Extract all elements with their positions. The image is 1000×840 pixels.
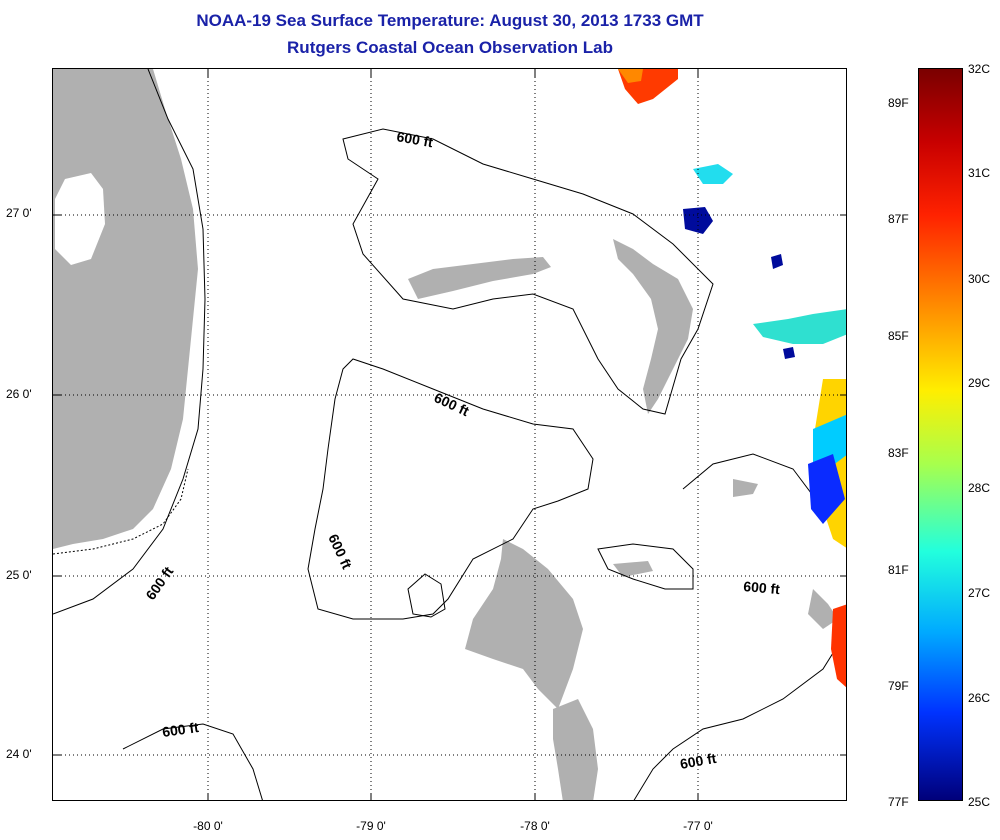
colorbar-label-32c: 32C — [968, 62, 991, 76]
contour-label-4: 600 ft — [142, 563, 176, 602]
lon-label-78: -78 0' — [520, 819, 550, 833]
florida-land — [53, 69, 198, 549]
grand-bahama-land — [408, 257, 551, 299]
colorbar-label-28c: 28C — [968, 481, 991, 495]
map-subtitle: Rutgers Coastal Ocean Observation Lab — [287, 38, 613, 57]
frame-ticks — [53, 69, 846, 800]
colorbar-label-25c: 25C — [968, 795, 991, 809]
colorbar-label-87f: 87F — [888, 212, 909, 226]
lon-label-79: -79 0' — [356, 819, 386, 833]
andros-land — [465, 539, 583, 709]
florida-keys — [53, 468, 189, 555]
colorbar-label-89f: 89F — [888, 96, 909, 110]
colorbar-label-29c: 29C — [968, 376, 991, 390]
sst-patch-blue-1 — [683, 207, 713, 234]
exuma-sound-contour — [597, 543, 694, 590]
map-canvas: 600 ft 600 ft 600 ft 600 ft 600 ft 600 f… — [53, 69, 846, 800]
sst-patch-blue-3 — [783, 347, 795, 359]
southern-islands-land — [553, 699, 598, 800]
little-bahama-contour — [342, 128, 714, 415]
contour-label-2: 600 ft — [432, 389, 472, 419]
sst-map[interactable]: 600 ft 600 ft 600 ft 600 ft 600 ft 600 f… — [52, 68, 847, 801]
colorbar-label-85f: 85F — [888, 329, 909, 343]
sst-patch-blue-2 — [771, 254, 783, 269]
map-title: NOAA-19 Sea Surface Temperature: August … — [196, 11, 704, 30]
colorbar-label-83f: 83F — [888, 446, 909, 460]
contour-label-7: 600 ft — [679, 750, 718, 772]
temperature-colorbar — [918, 68, 963, 801]
sst-patch-top-orange — [618, 69, 643, 83]
cat-island-land — [808, 589, 838, 629]
eleuthera-land — [733, 479, 758, 497]
colorbar-label-77f: 77F — [888, 795, 909, 809]
contour-label-6: 600 ft — [161, 719, 200, 740]
contour-label-3: 600 ft — [325, 532, 355, 572]
great-bahama-contour — [307, 358, 594, 620]
sst-patch-east-blue — [808, 454, 845, 524]
graticule — [53, 69, 846, 800]
colorbar-label-27c: 27C — [968, 586, 991, 600]
lake-okeechobee — [55, 173, 105, 265]
contour-label-5: 600 ft — [743, 578, 781, 597]
lon-label-77: -77 0' — [683, 819, 713, 833]
tongue-of-ocean-contour — [407, 573, 446, 618]
sst-patch-cyan-2 — [753, 309, 846, 344]
sst-patch-cyan-1 — [693, 164, 733, 184]
lat-label-25: 25 0' — [6, 568, 32, 582]
colorbar-label-30c: 30C — [968, 272, 991, 286]
lon-label-80: -80 0' — [193, 819, 223, 833]
colorbar-label-26c: 26C — [968, 691, 991, 705]
colorbar-label-31c: 31C — [968, 166, 991, 180]
lat-label-24: 24 0' — [6, 747, 32, 761]
florida-contour — [53, 69, 206, 615]
sst-patch-southeast-red — [831, 604, 846, 688]
lat-label-26: 26 0' — [6, 387, 32, 401]
new-providence-land — [613, 561, 653, 577]
colorbar-label-81f: 81F — [888, 563, 909, 577]
sst-patch-east-cyan — [813, 414, 846, 469]
southwest-contour — [122, 723, 263, 800]
colorbar-label-79f: 79F — [888, 679, 909, 693]
lat-label-27: 27 0' — [6, 206, 32, 220]
contour-label-1: 600 ft — [395, 128, 434, 150]
abaco-land — [613, 239, 693, 414]
